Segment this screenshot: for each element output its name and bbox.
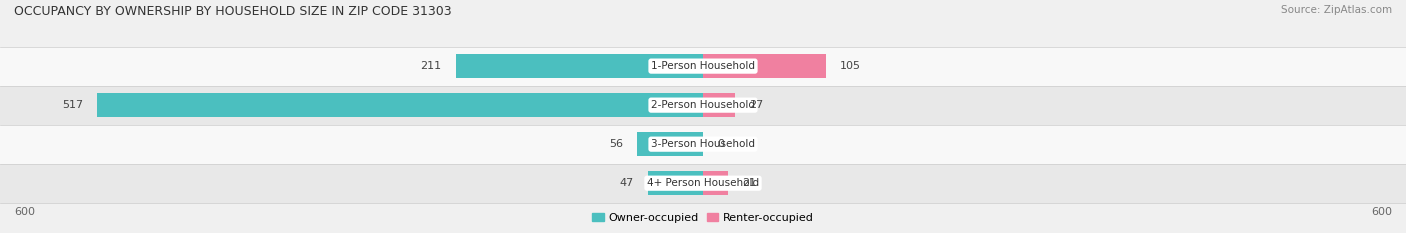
Text: 105: 105: [841, 61, 860, 71]
Bar: [456, 54, 703, 78]
Text: 47: 47: [620, 178, 634, 188]
Text: 600: 600: [1371, 207, 1392, 217]
Bar: [703, 93, 734, 117]
Text: 600: 600: [14, 207, 35, 217]
Bar: [97, 93, 703, 117]
Text: 4+ Person Household: 4+ Person Household: [647, 178, 759, 188]
Bar: [703, 54, 827, 78]
Text: 1-Person Household: 1-Person Household: [651, 61, 755, 71]
Text: 27: 27: [749, 100, 763, 110]
Bar: [703, 171, 728, 195]
Text: Source: ZipAtlas.com: Source: ZipAtlas.com: [1281, 5, 1392, 15]
Text: 0: 0: [717, 139, 724, 149]
Bar: [0, 164, 1406, 203]
Bar: [0, 47, 1406, 86]
Text: 2-Person Household: 2-Person Household: [651, 100, 755, 110]
Bar: [637, 132, 703, 156]
Text: 21: 21: [742, 178, 756, 188]
Bar: [0, 125, 1406, 164]
Bar: [648, 171, 703, 195]
Text: OCCUPANCY BY OWNERSHIP BY HOUSEHOLD SIZE IN ZIP CODE 31303: OCCUPANCY BY OWNERSHIP BY HOUSEHOLD SIZE…: [14, 5, 451, 18]
Bar: [0, 86, 1406, 125]
Text: 211: 211: [420, 61, 441, 71]
Text: 56: 56: [609, 139, 623, 149]
Legend: Owner-occupied, Renter-occupied: Owner-occupied, Renter-occupied: [592, 213, 814, 223]
Text: 3-Person Household: 3-Person Household: [651, 139, 755, 149]
Text: 517: 517: [62, 100, 83, 110]
